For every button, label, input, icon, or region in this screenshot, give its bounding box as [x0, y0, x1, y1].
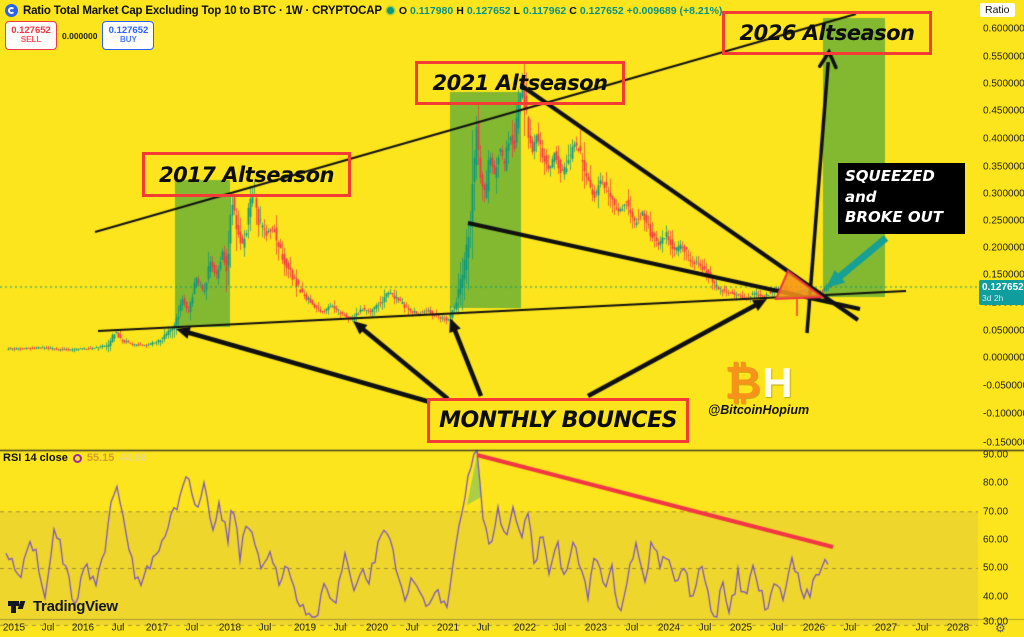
price-tick-label: 0.400000	[983, 133, 1024, 145]
price-tick-label: 0.550000	[983, 51, 1024, 63]
price-tick-label: -0.150000	[983, 437, 1024, 449]
trade-panel: 0.127652 SELL 0.000000 0.127652 BUY	[5, 21, 155, 50]
sell-button[interactable]: 0.127652 SELL	[5, 21, 57, 50]
annotation-2026-altseason[interactable]: 2026 Altseason	[722, 11, 932, 55]
squeezed-line1: SQUEEZED	[845, 167, 935, 185]
symbol-title[interactable]: Ratio Total Market Cap Excluding Top 10 …	[23, 4, 382, 17]
squeezed-line3: BROKE OUT	[845, 208, 943, 227]
watermark-h-letter: H	[762, 359, 793, 406]
bar-countdown: 3d 2h	[982, 292, 1004, 303]
cryptocap-logo-icon	[5, 4, 18, 17]
time-tick-label: Jul	[915, 622, 929, 634]
high-value: 0.127652	[466, 4, 511, 17]
low-label: L	[513, 4, 521, 17]
spread-value: 0.000000	[62, 30, 98, 41]
price-tick-label: 0.000000	[983, 352, 1024, 364]
price-tick-label: 0.050000	[983, 325, 1024, 337]
symbol-header: Ratio Total Market Cap Excluding Top 10 …	[5, 3, 722, 18]
price-tick-label: 0.600000	[983, 23, 1024, 35]
annotation-squeezed-broke-out[interactable]: SQUEEZED and BROKE OUT	[838, 163, 965, 234]
watermark-handle: @BitcoinHopium	[708, 403, 810, 418]
time-tick-label: 2027	[874, 622, 898, 634]
ohlc-values: O 0.117980 H 0.127652 L 0.117962 C 0.127652 …	[399, 5, 723, 17]
price-tick-label: -0.100000	[983, 408, 1024, 420]
annotation-monthly-bounces[interactable]: MONTHLY BOUNCES	[427, 398, 689, 443]
last-price-value: 0.127652	[982, 282, 1024, 293]
time-tick-label: Jul	[258, 622, 272, 634]
price-tick-label: 0.150000	[983, 269, 1024, 281]
time-tick-label: 2015	[2, 622, 26, 634]
time-tick-label: 2018	[218, 622, 242, 634]
price-tick-label: -0.050000	[983, 380, 1024, 392]
close-label: C	[569, 4, 577, 17]
time-tick-label: 2017	[145, 622, 169, 634]
time-tick-label: 2023	[584, 622, 608, 634]
close-value: 0.127652	[579, 4, 624, 17]
sell-label: SELL	[20, 35, 42, 45]
time-tick-label: Jul	[770, 622, 784, 634]
watermark-btc-icon: ₿	[724, 357, 762, 408]
open-label: O	[398, 4, 408, 17]
time-tick-label: 2024	[657, 622, 681, 634]
time-tick-label: Jul	[111, 622, 125, 634]
price-tick-label: 0.500000	[983, 78, 1024, 90]
buy-price: 0.127652	[108, 25, 149, 37]
tradingview-logo[interactable]: TradingView	[8, 598, 118, 615]
time-tick-label: Jul	[476, 622, 490, 634]
rsi-tick-label: 80.00	[983, 477, 1009, 489]
time-tick-label: 2028	[946, 622, 970, 634]
market-status-icon[interactable]	[386, 7, 394, 14]
rsi-tick-label: 40.00	[983, 591, 1009, 603]
open-value: 0.117980	[410, 4, 454, 17]
time-tick-label: 2019	[293, 622, 317, 634]
change-value: +0.009689 (+8.21%)	[626, 4, 723, 17]
price-tick-label: 0.200000	[983, 242, 1024, 254]
time-tick-label: Jul	[41, 622, 55, 634]
time-tick-label: Jul	[843, 622, 857, 634]
annotation-2017-altseason[interactable]: 2017 Altseason	[142, 152, 351, 197]
price-tick-label: 0.250000	[983, 215, 1024, 227]
rsi-tick-label: 50.00	[983, 562, 1009, 574]
rsi-tick-label: 90.00	[983, 449, 1009, 461]
rsi-label[interactable]: RSI 14 close	[3, 452, 68, 464]
rsi-tick-label: 60.00	[983, 534, 1009, 546]
high-label: H	[456, 4, 464, 17]
rsi-value-secondary: 44.66	[119, 452, 147, 464]
time-tick-label: 2022	[513, 622, 537, 634]
rsi-loop-icon[interactable]	[72, 453, 82, 463]
rsi-legend: RSI 14 close 55.15 44.66	[3, 452, 147, 464]
low-value: 0.117962	[523, 4, 567, 17]
last-price-badge: 0.127652 3d 2h	[979, 280, 1024, 306]
time-tick-label: Jul	[698, 622, 712, 634]
time-tick-label: Jul	[625, 622, 639, 634]
axis-settings-gear-icon[interactable]: ⚙	[995, 621, 1006, 635]
buy-label: BUY	[120, 35, 137, 45]
bitcoinhopium-watermark: ₿ H @BitcoinHopium	[708, 357, 810, 418]
sell-price: 0.127652	[11, 25, 51, 37]
tradingview-logo-text: TradingView	[33, 598, 118, 615]
rsi-value: 55.15	[86, 452, 115, 464]
price-axis-title[interactable]: Ratio	[980, 3, 1015, 17]
annotation-2021-altseason[interactable]: 2021 Altseason	[415, 61, 625, 105]
time-tick-label: 2016	[71, 622, 95, 634]
buy-button[interactable]: 0.127652 BUY	[102, 21, 155, 50]
time-tick-label: 2020	[365, 622, 389, 634]
rsi-tick-label: 30.00	[983, 616, 1009, 628]
time-tick-label: 2025	[729, 622, 753, 634]
price-tick-label: 0.450000	[983, 105, 1024, 117]
squeezed-line2: and	[845, 187, 877, 206]
price-tick-label: 0.350000	[983, 161, 1024, 173]
time-tick-label: 2026	[802, 622, 826, 634]
time-tick-label: Jul	[553, 622, 567, 634]
price-tick-label: 0.300000	[983, 188, 1024, 200]
time-tick-label: Jul	[185, 622, 199, 634]
time-tick-label: Jul	[405, 622, 419, 634]
time-tick-label: Jul	[333, 622, 347, 634]
time-tick-label: 2021	[436, 622, 460, 634]
rsi-tick-label: 70.00	[983, 506, 1009, 518]
tradingview-mark-icon	[8, 599, 28, 615]
